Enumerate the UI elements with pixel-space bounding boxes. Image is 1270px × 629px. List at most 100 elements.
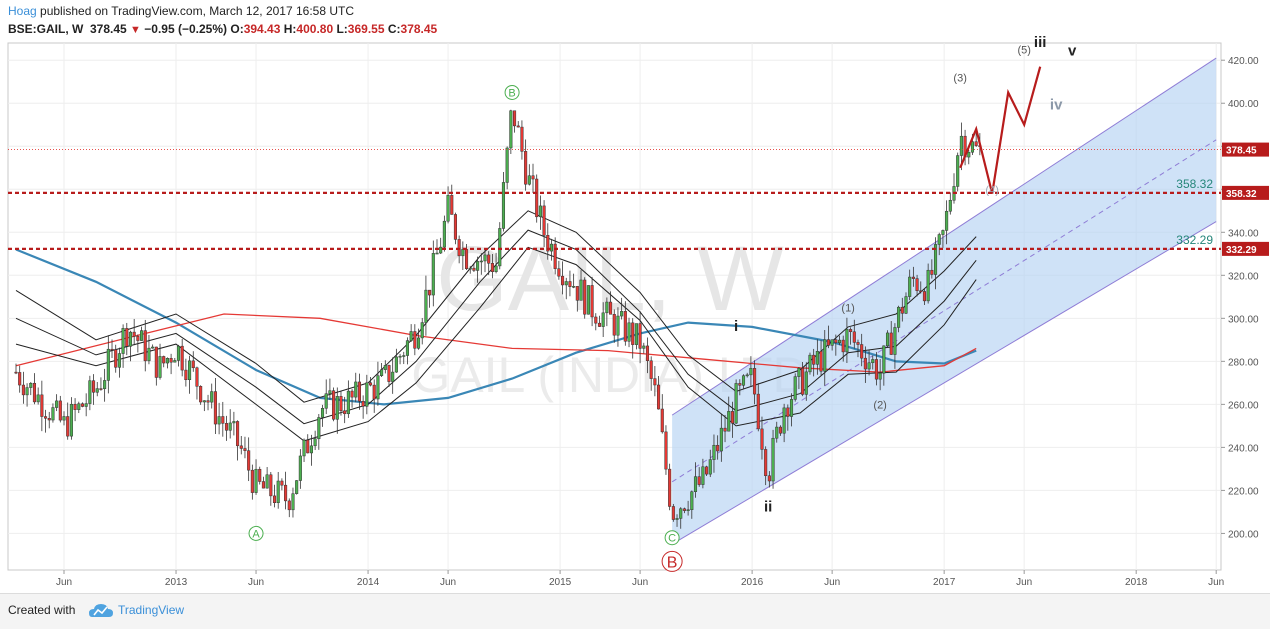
candle-body xyxy=(199,386,203,403)
channel-upper-line xyxy=(671,57,1217,416)
price-tag-label: 378.45 xyxy=(1226,146,1257,157)
candle-body xyxy=(188,360,192,381)
candle-body xyxy=(897,306,901,328)
candle-body xyxy=(830,339,834,346)
candle-body xyxy=(705,466,709,475)
candle-body xyxy=(642,345,646,349)
candle-body xyxy=(542,205,546,236)
candle-body xyxy=(77,403,81,410)
tradingview-link[interactable]: TradingView xyxy=(118,603,185,617)
candle-body xyxy=(343,410,347,415)
high-label: H: xyxy=(283,22,297,36)
candle-body xyxy=(745,374,749,377)
envelope-line xyxy=(15,246,977,442)
candle-body xyxy=(254,468,258,493)
candle-body xyxy=(210,391,214,403)
author-link[interactable]: Hoag xyxy=(8,4,37,18)
x-tick-label: Jun xyxy=(56,577,72,588)
candle-body xyxy=(524,151,528,185)
candle-body xyxy=(291,493,295,511)
candle-body xyxy=(653,378,657,386)
candle-body xyxy=(564,281,568,286)
candle-body xyxy=(660,408,664,433)
candle-body xyxy=(812,354,816,365)
candle-body xyxy=(287,500,291,511)
candle-body xyxy=(191,360,195,369)
candle-body xyxy=(693,476,698,492)
candle-body xyxy=(162,356,166,364)
projection[interactable] xyxy=(959,66,1042,194)
y-axis[interactable]: 200.00 220.00 240.00 260.00 280.00 300.00 320.… xyxy=(1221,56,1259,540)
candle-body xyxy=(823,339,827,372)
candle-body xyxy=(40,394,44,417)
candle-body xyxy=(228,422,232,431)
candle-body xyxy=(579,279,583,301)
candle-body xyxy=(730,411,734,424)
open-label: O: xyxy=(230,22,244,36)
candle-body xyxy=(117,353,121,368)
candle-body xyxy=(634,323,638,345)
candle-body xyxy=(871,359,875,364)
candle-body xyxy=(247,450,251,471)
publish-info: Hoag published on TradingView.com, March… xyxy=(8,4,354,18)
candle-body xyxy=(712,444,716,460)
candle-body xyxy=(405,340,409,356)
wave-label: i xyxy=(734,318,738,335)
candle-body xyxy=(317,417,321,440)
candle-body xyxy=(863,357,867,370)
moving-averages xyxy=(15,210,977,442)
candle-body xyxy=(638,323,642,349)
candle-body xyxy=(690,491,694,510)
candle-body xyxy=(815,351,819,365)
price-chart[interactable]: GAIL, W GAIL (INDIA) LTD 358.32 332.29 A B… xyxy=(0,0,1270,593)
candle-body xyxy=(945,210,949,231)
candle-body xyxy=(350,390,354,398)
candle-body xyxy=(837,339,842,343)
candle-body xyxy=(623,311,627,342)
y-tick-label: 400.00 xyxy=(1228,99,1259,110)
candle-body xyxy=(195,367,199,387)
high-value: 400.80 xyxy=(296,22,334,36)
candle-body xyxy=(801,368,805,395)
candle-body xyxy=(970,141,975,153)
wave-label-circle xyxy=(248,525,264,541)
wave-label: (1) xyxy=(841,303,854,315)
candle-body xyxy=(889,332,893,355)
candle-body xyxy=(328,390,332,394)
candle-body xyxy=(505,147,509,183)
y-tick-label: 300.00 xyxy=(1228,314,1259,325)
candle-body xyxy=(922,291,927,302)
candle-body xyxy=(73,403,77,410)
candle-body xyxy=(516,125,520,128)
candle-body xyxy=(18,372,22,386)
candle-body xyxy=(553,243,557,269)
candle-body xyxy=(55,400,59,408)
candle-body xyxy=(110,348,114,351)
candle-body xyxy=(789,399,794,417)
x-axis[interactable]: Jun 2013 Jun 2014 Jun 2015 Jun 2016 Jun 2017 Jun 20… xyxy=(56,570,1224,588)
level-label: 332.29 xyxy=(1176,233,1213,247)
candle-body xyxy=(236,421,240,447)
candle-body xyxy=(21,384,25,396)
x-tick-label: 2014 xyxy=(357,577,380,588)
candle-body xyxy=(509,110,513,149)
candle-body xyxy=(224,423,229,431)
candle-body xyxy=(668,468,672,507)
wave-label: ii xyxy=(764,499,772,516)
candle-body xyxy=(686,509,690,511)
channel-lower-line xyxy=(671,221,1217,545)
x-tick-label: Jun xyxy=(1016,577,1032,588)
candle-body xyxy=(180,345,184,371)
price-tags: 378.45 358.32 332.29 xyxy=(1222,142,1269,256)
candle-body xyxy=(716,444,720,452)
candle-body xyxy=(797,368,801,377)
candle-body xyxy=(557,268,561,277)
candle-body xyxy=(882,345,886,374)
candle-body xyxy=(151,346,155,349)
tradingview-cloud-icon xyxy=(89,604,113,617)
candle-body xyxy=(561,275,565,286)
candle-body xyxy=(250,469,254,493)
candle-body xyxy=(734,383,738,424)
horizontal-levels[interactable]: 358.32 332.29 xyxy=(8,149,1221,250)
candle-body xyxy=(302,439,306,457)
